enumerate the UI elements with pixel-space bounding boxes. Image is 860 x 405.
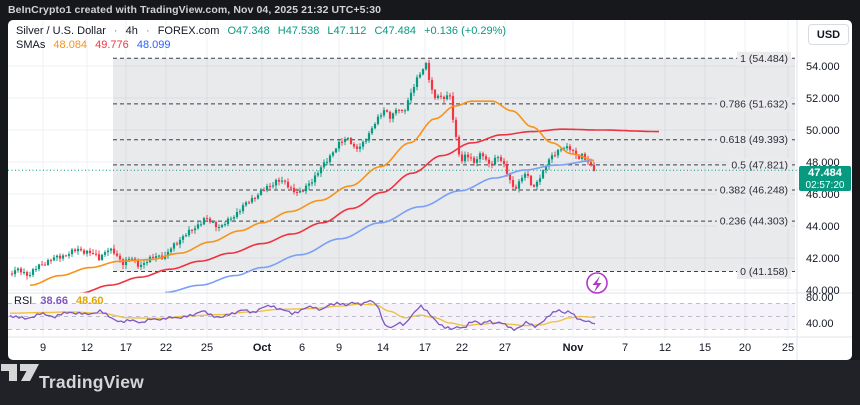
svg-text:50.000: 50.000: [806, 125, 840, 137]
svg-text:42.000: 42.000: [806, 253, 840, 265]
fib-level-label: 1 (54.484): [740, 53, 788, 65]
sma100-value: 48.099: [136, 39, 171, 51]
svg-text:12: 12: [659, 342, 671, 354]
svg-text:Oct: Oct: [253, 342, 272, 354]
ohlc-change: +0.136 (+0.29%): [424, 25, 507, 37]
tradingview-logo-icon: [1, 364, 39, 381]
sma-legend-label: SMAs: [16, 39, 46, 51]
sma100-line: [164, 159, 595, 293]
symbol-title[interactable]: Silver / U.S. Dollar: [16, 25, 106, 37]
ohlc-close: C47.484: [374, 25, 417, 37]
time-axis[interactable]: 9 12 17 22 25 Oct 6 9 14 17 22 27 Nov 7 12 15 20 25: [40, 342, 794, 354]
price-scale[interactable]: 54.00052.00050.00048.00046.00044.00042.0…: [806, 61, 840, 330]
separator-dot: ·: [113, 25, 118, 37]
candlestick-series: [10, 59, 596, 280]
svg-text:27: 27: [499, 342, 511, 354]
grid-lines: [8, 20, 797, 337]
svg-text:Nov: Nov: [563, 342, 585, 354]
tradingview-brand-text: TradingView: [39, 372, 144, 392]
fib-level-label: 0.236 (44.303): [720, 216, 788, 228]
svg-text:40.000: 40.000: [806, 285, 840, 297]
sma-legend: SMAs 48.084 49.776 48.099: [16, 39, 176, 52]
fib-shaded-zone: [113, 58, 795, 272]
rsi-label: RSI: [14, 295, 33, 307]
svg-text:22: 22: [456, 342, 468, 354]
fib-level-label: 0 (41.158): [740, 266, 788, 278]
sma50-value: 49.776: [95, 39, 129, 51]
attribution-bar: BeInCrypto1 created with TradingView.com…: [0, 0, 860, 20]
ohlc-high: H47.538: [277, 25, 320, 37]
ohlc-open: O47.348: [227, 25, 270, 37]
svg-text:25: 25: [201, 342, 213, 354]
attribution-text: BeInCrypto1 created with TradingView.com…: [8, 4, 382, 16]
currency-unit-button[interactable]: USD: [808, 24, 849, 45]
fib-level-label: 0.786 (51.632): [720, 98, 788, 110]
fib-level-label: 0.5 (47.821): [731, 159, 788, 171]
svg-text:12: 12: [81, 342, 93, 354]
svg-text:02:57:20: 02:57:20: [806, 180, 845, 191]
svg-text:17: 17: [120, 342, 132, 354]
lightning-marker-icon[interactable]: [586, 272, 608, 294]
svg-text:9: 9: [336, 342, 342, 354]
svg-text:20: 20: [739, 342, 751, 354]
svg-text:17: 17: [419, 342, 431, 354]
sma50-line: [79, 128, 659, 293]
svg-text:46.000: 46.000: [806, 189, 840, 201]
svg-text:44.000: 44.000: [806, 221, 840, 233]
svg-text:9: 9: [40, 342, 46, 354]
fib-retracement[interactable]: 1 (54.484) 0.786 (51.632) 0.618 (49.393) 0.…: [113, 51, 795, 279]
rsi-ma-value: 48.60: [76, 295, 104, 307]
svg-text:22: 22: [160, 342, 172, 354]
rsi-value: 38.66: [40, 295, 68, 307]
sma20-line: [29, 100, 595, 286]
fib-level-label: 0.382 (46.248): [720, 185, 788, 197]
interval-label[interactable]: 4h: [125, 25, 138, 37]
svg-text:47.484: 47.484: [808, 167, 843, 179]
svg-text:52.000: 52.000: [806, 93, 840, 105]
svg-text:40.00: 40.00: [806, 318, 834, 330]
svg-text:7: 7: [622, 342, 628, 354]
rsi-line: [9, 299, 596, 332]
rsi-legend: RSI 38.66 48.60: [14, 295, 109, 307]
svg-text:15: 15: [699, 342, 711, 354]
ohlc-low: L47.112: [327, 25, 367, 37]
fib-level-label: 0.618 (49.393): [720, 134, 788, 146]
svg-text:25: 25: [782, 342, 794, 354]
svg-text:54.000: 54.000: [806, 61, 840, 73]
sma20-value: 48.084: [53, 39, 88, 51]
tradingview-footer: TradingView: [0, 360, 860, 405]
svg-text:14: 14: [377, 342, 389, 354]
symbol-header: Silver / U.S. Dollar · 4h · FOREX.com O4…: [16, 25, 511, 38]
exchange-label: FOREX.com: [157, 25, 220, 37]
separator-dot: ·: [145, 25, 150, 37]
svg-text:6: 6: [299, 342, 305, 354]
svg-text:80.00: 80.00: [806, 292, 834, 304]
